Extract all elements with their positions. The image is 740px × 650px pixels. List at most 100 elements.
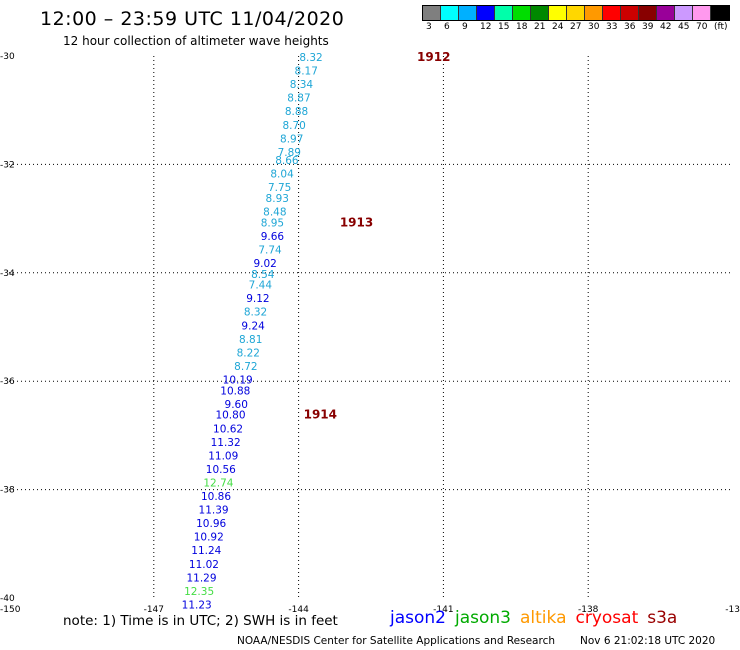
color-scale-label: 6 [444,22,450,32]
chart-subtitle: 12 hour collection of altimeter wave hei… [63,34,329,48]
y-tick-label: -32 [0,160,15,170]
wave-height-label: 7.74 [258,244,282,256]
hour-marker-label: 1913 [340,215,373,229]
color-swatch [603,6,621,20]
color-swatch [621,6,639,20]
color-swatch [675,6,693,20]
x-tick-label: -150 [0,605,21,615]
wave-height-label: 8.97 [280,133,303,145]
color-scale-label: 30 [588,22,600,32]
wave-height-label: 8.87 [287,93,310,105]
wave-height-label: 11.02 [189,559,219,571]
wave-height-label: 10.19 [223,374,253,386]
wave-height-label: 8.66 [275,155,299,167]
y-tick-label: -34 [0,269,15,279]
y-tick-label: -38 [0,486,15,496]
wave-height-label: 12.35 [184,586,214,598]
wave-height-label: 8.72 [234,361,257,373]
wave-height-label: 11.09 [208,450,238,462]
wave-height-label: 9.66 [261,231,285,243]
color-scale-label: 70 [696,22,708,32]
wave-height-label: 8.32 [244,307,267,319]
color-scale-label: 12 [480,22,492,32]
color-scale-label: 33 [606,22,618,32]
wave-height-label: 11.32 [211,437,241,449]
wave-height-label: 12.74 [203,477,233,489]
footer-note: note: 1) Time is in UTC; 2) SWH is in fe… [63,613,338,629]
x-tick-label: -144 [288,605,309,615]
wave-height-label: 11.29 [186,572,216,584]
satellite-legend-item: jason2 [390,608,446,628]
wave-height-label: 10.80 [215,410,245,422]
color-swatch [531,6,549,20]
wave-height-label: 8.34 [290,79,314,91]
x-tick-label: -147 [144,605,164,615]
color-scale-label: 36 [624,22,636,32]
color-swatch [567,6,585,20]
wave-height-label: 10.96 [196,518,226,530]
color-scale-label: (ft) [714,22,728,32]
wave-height-label: 8.54 [251,269,275,281]
color-scale-label: 39 [642,22,654,32]
y-tick-label: -36 [0,377,15,387]
satellite-legend-item: altika [520,608,567,628]
color-swatch [639,6,657,20]
wave-height-label: 7.44 [249,280,273,292]
color-scale-label: 18 [516,22,528,32]
color-scale-label: 3 [426,22,432,32]
wave-height-label: 8.32 [299,52,322,64]
color-swatch [549,6,567,20]
wave-height-label: 11.39 [199,505,229,517]
wave-height-label: 8.70 [282,120,305,132]
wave-height-label: 8.17 [295,66,318,78]
y-tick-label: -40 [0,594,15,604]
wave-height-label: 8.88 [285,106,308,118]
wave-height-label: 7.89 [278,147,301,159]
wave-height-label: 9.24 [241,320,265,332]
color-scale-label: 9 [462,22,468,32]
wave-height-label: 10.88 [220,385,250,397]
wave-height-label: 10.86 [201,491,231,503]
satellite-legend-item: s3a [647,608,678,628]
wave-height-label: 10.92 [194,532,224,544]
color-swatch [711,6,729,20]
chart-title: 12:00 – 23:59 UTC 11/04/2020 [40,8,345,30]
satellite-legend-item: jason3 [455,608,511,628]
color-swatch [459,6,477,20]
color-scale-label: 27 [570,22,582,32]
wave-height-label: 8.93 [266,193,289,205]
color-swatch [585,6,603,20]
color-swatch [423,6,441,20]
wave-height-label: 8.81 [239,334,262,346]
wave-height-label: 11.24 [191,545,221,557]
hour-marker-label: 1914 [304,408,337,422]
credit-line: NOAA/NESDIS Center for Satellite Applica… [237,635,555,647]
color-swatch [693,6,711,20]
wave-height-label: 9.02 [253,258,276,270]
color-swatch [513,6,531,20]
wave-height-label: 8.95 [261,217,284,229]
wave-height-label: 8.48 [263,206,286,218]
wave-height-label: 9.60 [225,399,248,411]
generation-timestamp: Nov 6 21:02:18 UTC 2020 [580,635,716,647]
wave-height-label: 8.04 [270,169,294,181]
x-tick-label: -141 [433,605,453,615]
wave-height-label: 10.62 [213,423,243,435]
hour-marker-label: 1912 [417,50,450,64]
x-tick-label: -13 [725,605,740,615]
y-tick-label: -30 [0,52,15,62]
color-scale-label: 45 [678,22,690,32]
color-swatch [477,6,495,20]
color-scale-label: 42 [660,22,672,32]
color-swatch [657,6,675,20]
color-scale-label: 24 [552,22,564,32]
wave-height-label: 9.12 [246,293,269,305]
color-swatch [441,6,459,20]
satellite-legend-item: cryosat [575,608,639,628]
wave-height-label: 8.22 [237,347,260,359]
satellite-legend: jason2 jason3 altika cryosat s3a [390,608,686,628]
wave-height-label: 7.75 [268,182,291,194]
color-swatch [495,6,513,20]
color-scale-bar [422,5,730,21]
